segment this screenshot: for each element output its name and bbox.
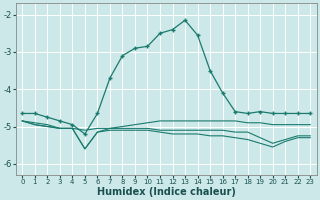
X-axis label: Humidex (Indice chaleur): Humidex (Indice chaleur) bbox=[97, 187, 236, 197]
